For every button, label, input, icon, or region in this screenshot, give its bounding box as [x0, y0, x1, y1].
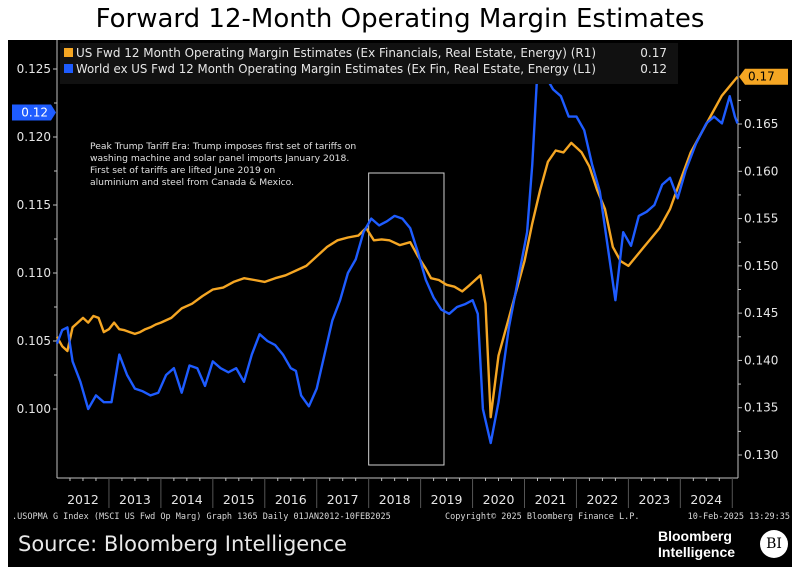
legend-last-value: 0.12 — [640, 62, 667, 76]
legend-label: World ex US Fwd 12 Month Operating Margi… — [76, 62, 596, 76]
tariff-era-box — [368, 172, 445, 466]
footer-copyright: Copyright© 2025 Bloomberg Finance L.P. — [445, 512, 639, 522]
x-axis-tick-label: 2016 — [275, 492, 307, 507]
annotation-text-line: First set of tariffs are lifted June 201… — [90, 165, 275, 176]
last-value-tags: 0.12 0.17 — [12, 68, 788, 121]
us-margin-line — [55, 75, 739, 419]
annotation-text-line: washing machine and solar panel imports … — [90, 153, 349, 164]
left-axis-tick-label: 0.115 — [17, 198, 51, 212]
page-title: Forward 12-Month Operating Margin Estima… — [95, 4, 705, 34]
x-axis-tick-label: 2017 — [327, 492, 359, 507]
left-axis-tick-label: 0.105 — [17, 334, 51, 348]
bi-badge-icon: BI — [760, 530, 788, 558]
right-axis-tick-label: 0.145 — [744, 306, 778, 320]
x-axis-tick-label: 2023 — [638, 492, 670, 507]
axes: 0.100 0.105 0.110 0.115 0.120 0.125 0.130 0.135… — [17, 40, 778, 508]
footer-timestamp: 10-Feb-2025 13:29:35 — [688, 512, 790, 522]
x-axis-tick-label: 2021 — [535, 492, 567, 507]
legend-swatch-world — [64, 64, 73, 73]
right-axis-tick-label: 0.130 — [744, 448, 778, 462]
footer-index-info: .USOPMA G Index (MSCI US Fwd Op Marg) Gr… — [12, 512, 391, 522]
annotations: Peak Trump Tariff Era: Trump imposes fir… — [90, 141, 445, 466]
right-last-value-tag — [739, 68, 788, 85]
right-axis-tick-label: 0.135 — [744, 401, 778, 415]
left-axis-tick-label: 0.100 — [17, 402, 51, 416]
x-axis-tick-label: 2018 — [379, 492, 411, 507]
x-axis-tick-label: 2022 — [587, 492, 619, 507]
footer: .USOPMA G Index (MSCI US Fwd Op Marg) Gr… — [12, 512, 790, 522]
annotation-text-line: aluminium and steel from Canada & Mexico… — [90, 177, 294, 188]
left-axis-tick-label: 0.120 — [17, 130, 51, 144]
left-last-value-text: 0.12 — [21, 106, 48, 120]
brand-line-1: Bloomberg — [658, 528, 732, 544]
legend-label: US Fwd 12 Month Operating Margin Estimat… — [76, 46, 596, 60]
x-axis-tick-label: 2019 — [431, 492, 463, 507]
right-axis-tick-label: 0.155 — [744, 212, 778, 226]
series-lines — [55, 67, 739, 445]
source-label: Source: Bloomberg Intelligence — [18, 532, 347, 556]
legend-last-value: 0.17 — [640, 46, 667, 60]
x-axis-tick-label: 2020 — [483, 492, 515, 507]
right-axis-tick-label: 0.165 — [744, 117, 778, 131]
brand-line-2: Intelligence — [658, 544, 736, 560]
x-axis-tick-label: 2014 — [171, 492, 203, 507]
x-axis-tick-label: 2024 — [690, 492, 722, 507]
x-axis-tick-label: 2013 — [119, 492, 151, 507]
legend: US Fwd 12 Month Operating Margin Estimat… — [60, 43, 678, 84]
x-axis-tick-label: 2012 — [67, 492, 99, 507]
legend-swatch-us — [64, 48, 73, 57]
left-last-value-tag — [12, 104, 56, 121]
chart-frame: 0.100 0.105 0.110 0.115 0.120 0.125 0.130 0.135… — [8, 40, 792, 567]
right-axis-tick-label: 0.150 — [744, 259, 778, 273]
legend-background — [60, 43, 678, 84]
brand-logo: Bloomberg Intelligence — [658, 528, 735, 560]
world-ex-us-margin-line — [55, 67, 739, 445]
right-axis-tick-label: 0.140 — [744, 353, 778, 367]
x-axis-tick-label: 2015 — [223, 492, 255, 507]
annotation-text-line: Peak Trump Tariff Era: Trump imposes fir… — [90, 141, 356, 152]
right-axis-tick-label: 0.160 — [744, 164, 778, 178]
left-axis-tick-label: 0.110 — [17, 266, 51, 280]
line-chart: 0.100 0.105 0.110 0.115 0.120 0.125 0.130 0.135… — [12, 40, 790, 522]
right-last-value-text: 0.17 — [748, 70, 775, 84]
left-axis-tick-label: 0.125 — [17, 62, 51, 76]
